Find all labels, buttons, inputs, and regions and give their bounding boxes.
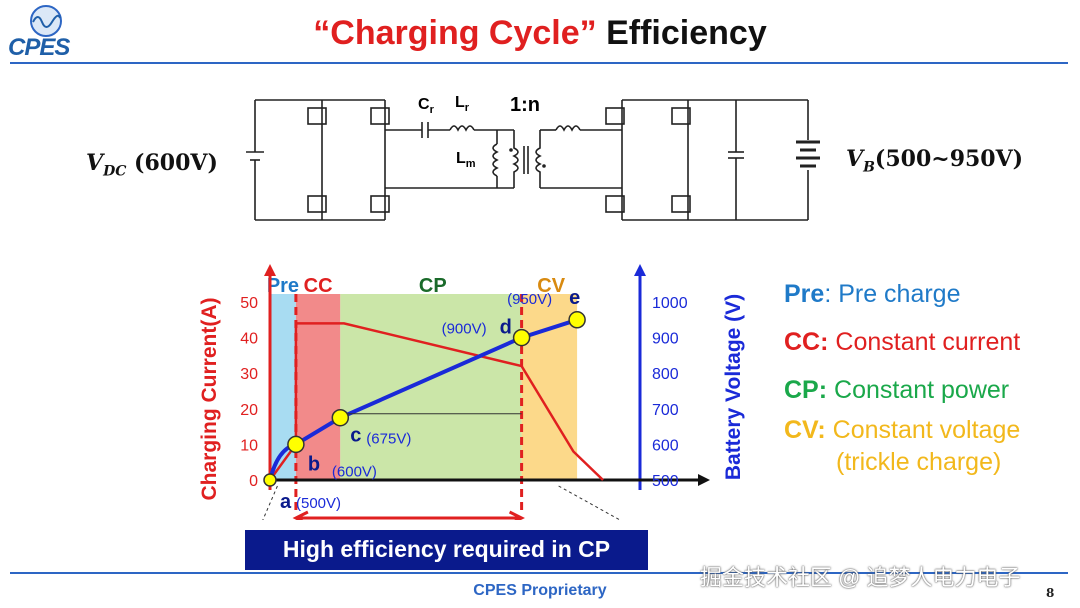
legend-item: CV: Constant voltage (784, 416, 1020, 445)
lm-sub: m (465, 158, 476, 171)
right-axis-title: Battery Voltage (V) (722, 294, 745, 480)
point-value-label: (600V) (332, 463, 377, 480)
legend-key: Pre (784, 280, 825, 308)
vb-symbol: V (846, 146, 864, 172)
lr-sub: r (464, 102, 470, 115)
point-c (331, 408, 350, 427)
circuit-diagram (246, 99, 820, 221)
region-cc (295, 294, 341, 480)
legend-item: Pre: Pre charge (784, 280, 961, 309)
legend-key: CV: (784, 416, 826, 444)
region-label: CC (304, 275, 333, 297)
left-tick-label: 10 (240, 437, 258, 454)
vb-sub: B (863, 159, 875, 176)
region-cv (521, 294, 578, 480)
bottom-divider (10, 572, 1068, 574)
right-tick-label: 700 (652, 402, 679, 419)
x-axis-arrow (698, 474, 710, 486)
left-axis-arrow (264, 264, 276, 276)
callout-line-right (558, 485, 621, 520)
top-divider (10, 62, 1068, 64)
cr-label: Cr (418, 96, 434, 116)
point-letter: c (350, 425, 361, 447)
point-e (568, 311, 586, 329)
logo-text: CPES (8, 34, 70, 61)
vdc-value: (600V) (134, 150, 218, 176)
region-cp (340, 294, 522, 480)
point-letter: e (569, 287, 580, 309)
lr-symbol: L (455, 94, 465, 111)
vdc-label: VDC (600V) (86, 150, 218, 179)
cr-symbol: C (418, 96, 430, 113)
point-a (263, 473, 277, 487)
legend-text: Constant power (827, 376, 1010, 404)
vb-value: (500~950V) (874, 146, 1024, 172)
title-rest: Efficiency (596, 14, 767, 52)
left-tick-label: 40 (240, 331, 258, 348)
point-value-label: (500V) (296, 495, 341, 512)
page-number: 8 (1046, 586, 1055, 600)
left-tick-label: 20 (240, 402, 258, 419)
lm-symbol: L (456, 150, 466, 167)
right-tick-label: 500 (652, 473, 679, 490)
charging-chart: Pre CC CP CV 0 10 20 30 40 50 500 600 700 800 900 1000 C… (198, 264, 745, 520)
cp-banner (245, 530, 648, 570)
legend-text: (trickle charge) (836, 448, 1002, 476)
region-label: CV (537, 275, 565, 297)
callout-line-left (262, 485, 278, 520)
point-letter: d (500, 317, 512, 339)
point-b (287, 435, 305, 454)
right-axis-arrow (634, 264, 646, 276)
point-value-label: (950V) (507, 291, 552, 308)
left-tick-label: 30 (240, 366, 258, 383)
region-label: Pre (267, 275, 299, 297)
right-tick-label: 900 (652, 331, 679, 348)
point-value-label: (675V) (366, 431, 411, 448)
cpes-logo-icon (30, 5, 62, 37)
point-value-label: (900V) (442, 321, 487, 338)
left-axis-title: Charging Current(A) (198, 298, 221, 501)
vdc-sub: DC (103, 163, 127, 180)
right-tick-label: 600 (652, 437, 679, 454)
legend-text: Constant voltage (825, 416, 1021, 444)
page-title: “Charging Cycle” Efficiency (0, 14, 1080, 53)
legend-key: CP: (784, 376, 828, 404)
point-letter: a (280, 491, 292, 513)
legend-item: (trickle charge) (836, 448, 1001, 477)
vdc-symbol: V (86, 150, 104, 176)
watermark: 掘金技术社区 @ 追梦人电力电子 (700, 565, 1021, 590)
region-label: CP (419, 275, 447, 297)
legend-text: : Pre charge (824, 280, 961, 308)
legend-text: Constant current (828, 328, 1021, 356)
lr-label: Lr (455, 94, 469, 114)
vb-label: VB(500~950V) (846, 146, 1023, 175)
left-tick-label: 0 (249, 473, 258, 490)
right-tick-label: 1000 (652, 295, 688, 312)
lm-label: Lm (456, 150, 476, 170)
left-tick-label: 50 (240, 295, 258, 312)
legend-item: CP: Constant power (784, 376, 1009, 405)
right-tick-label: 800 (652, 366, 679, 383)
cr-sub: r (429, 104, 434, 117)
turns-ratio: 1:n (510, 94, 540, 116)
footer-text: CPES Proprietary (473, 582, 607, 599)
title-quoted: “Charging Cycle” (313, 14, 597, 52)
cp-banner-text: High efficiency required in CP (282, 536, 611, 562)
legend-key: CC: (784, 328, 829, 356)
cp-span-arrow-left (292, 510, 309, 520)
cp-span-arrow-right (508, 510, 525, 520)
point-letter: b (308, 453, 320, 475)
point-d (512, 328, 531, 347)
legend-item: CC: Constant current (784, 328, 1020, 357)
